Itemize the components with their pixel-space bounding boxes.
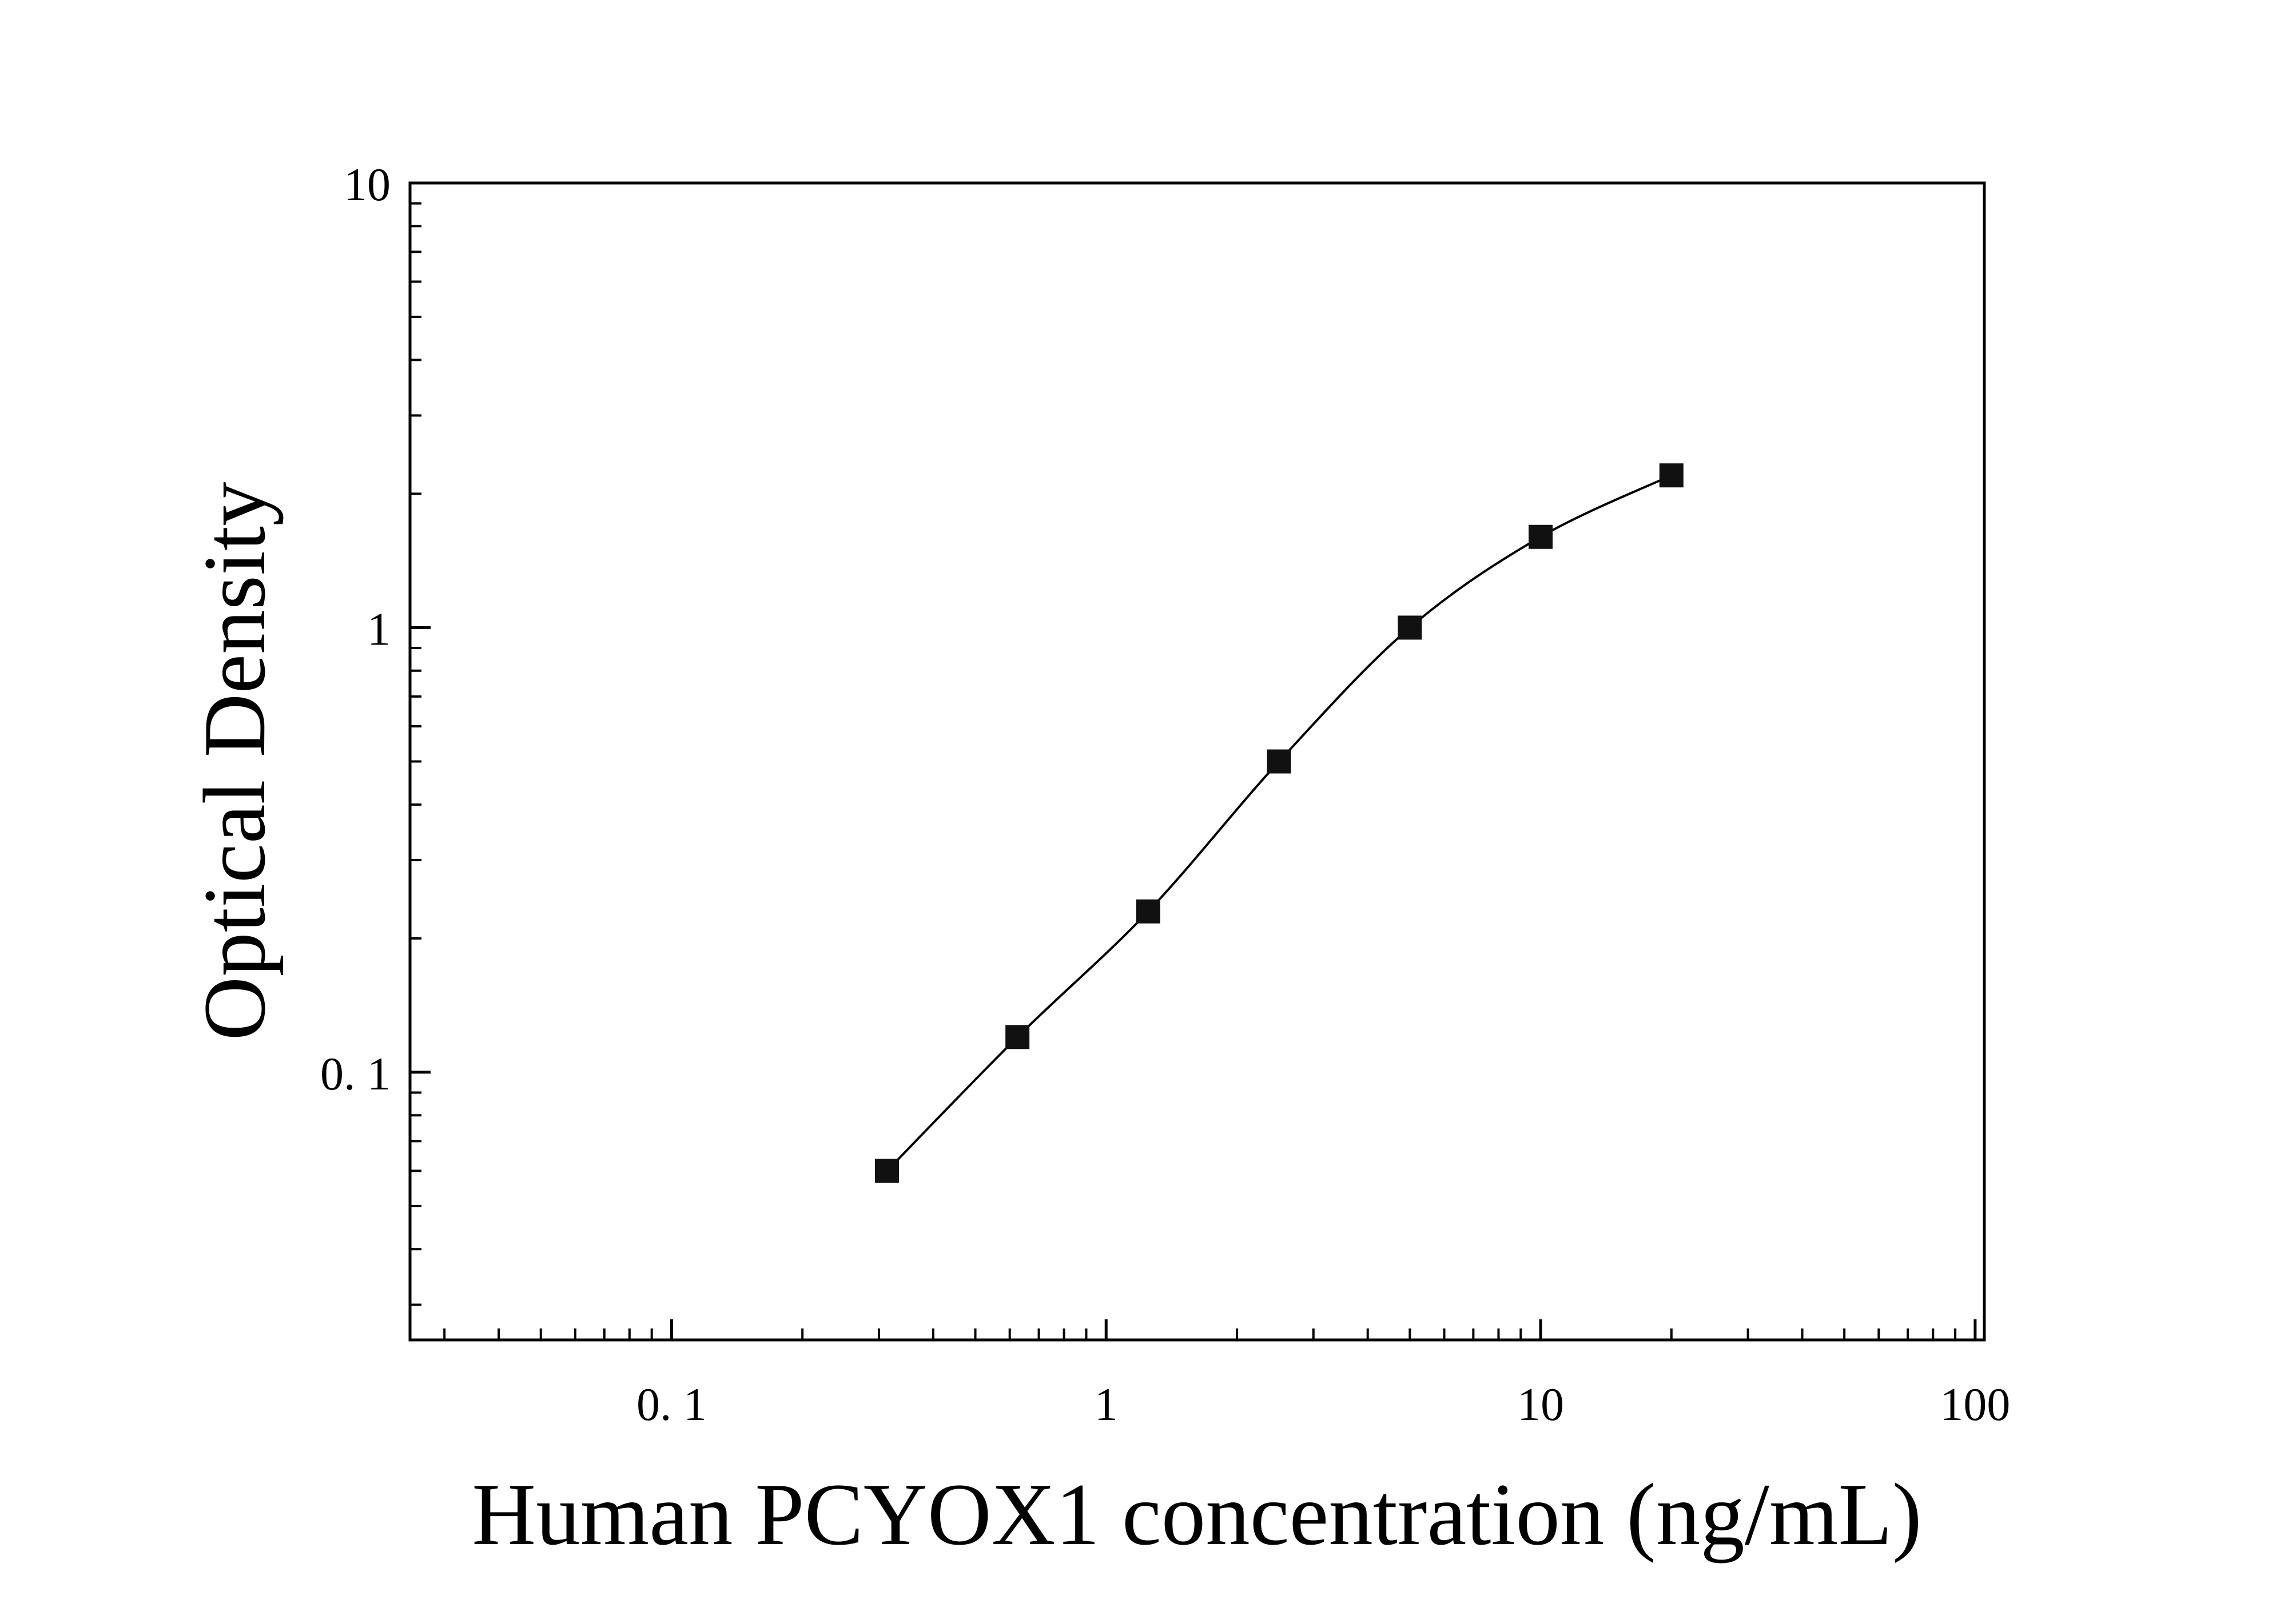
data-point-marker <box>874 1159 899 1183</box>
data-point-marker <box>1659 463 1684 488</box>
y-tick-label: 0. 1 <box>320 1048 391 1100</box>
y-axis-title: Optical Density <box>185 482 284 1041</box>
data-point-marker <box>1005 1025 1030 1049</box>
x-tick-label: 10 <box>1517 1378 1564 1430</box>
x-tick-label: 1 <box>1095 1378 1118 1430</box>
standard-curve-line <box>886 474 1672 1172</box>
axis-frame <box>408 181 1986 1342</box>
x-tick-label: 0. 1 <box>636 1378 707 1430</box>
data-point-marker <box>1267 749 1291 774</box>
x-axis-title: Human PCYOX1 concentration (ng/mL) <box>472 1465 1922 1564</box>
data-point-marker <box>1136 899 1160 924</box>
x-tick-label: 100 <box>1940 1378 2010 1430</box>
y-tick-label: 10 <box>344 158 391 210</box>
y-tick-label: 1 <box>367 603 391 655</box>
data-point-marker <box>1398 615 1422 640</box>
data-point-marker <box>1529 524 1553 549</box>
